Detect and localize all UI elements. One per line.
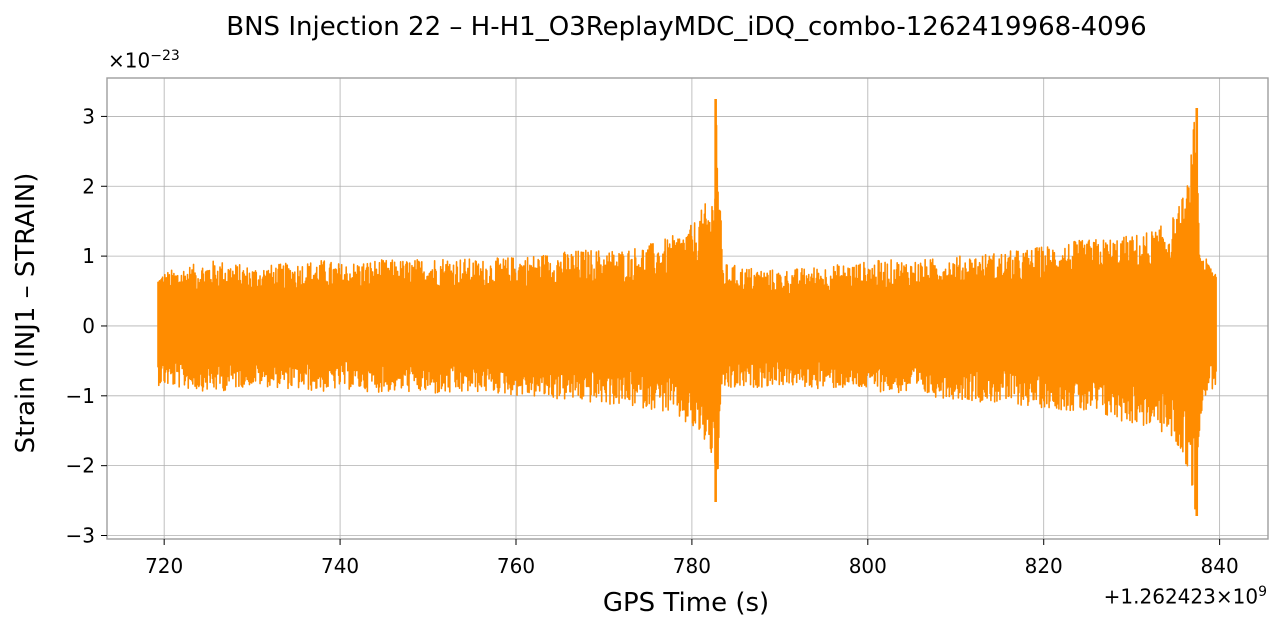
x-tick-label: 820	[1025, 554, 1063, 578]
x-offset-exponent: 9	[1258, 584, 1267, 600]
strain-series	[157, 98, 1217, 516]
y-tick-label: −1	[66, 384, 95, 408]
y-multiplier-prefix: ×10	[108, 48, 151, 73]
y-axis-multiplier: ×10−23	[108, 48, 180, 73]
chart-title: BNS Injection 22 – H-H1_O3ReplayMDC_iDQ_…	[226, 12, 1147, 42]
x-offset-prefix: +1.262423×10	[1103, 584, 1259, 609]
x-tick-label: 840	[1201, 554, 1239, 578]
y-tick-label: 1	[82, 244, 95, 268]
y-tick-label: −2	[66, 454, 95, 478]
y-tick-label: 3	[82, 104, 95, 128]
y-tick-label: 0	[82, 314, 95, 338]
y-tick-label: −3	[66, 524, 95, 548]
x-axis-offset: +1.262423×109	[1104, 584, 1267, 609]
axes-frame	[106, 77, 1269, 540]
strain-series-core	[158, 207, 1217, 432]
x-tick-label: 740	[321, 554, 359, 578]
x-tick-label: 720	[145, 554, 183, 578]
x-tick-label: 760	[497, 554, 535, 578]
y-multiplier-exponent: −23	[150, 48, 180, 64]
x-axis-label: GPS Time (s)	[602, 588, 770, 618]
x-tick-label: 800	[849, 554, 887, 578]
axis-ticks: 720 740 760 780 800 820 840 −3 −2 −1 0 1 2 3	[66, 104, 1239, 578]
y-tick-label: 2	[82, 174, 95, 198]
x-tick-label: 780	[673, 554, 711, 578]
plot-area	[106, 77, 1269, 540]
y-axis-label: Strain (INJ1 – STRAIN)	[11, 172, 41, 454]
